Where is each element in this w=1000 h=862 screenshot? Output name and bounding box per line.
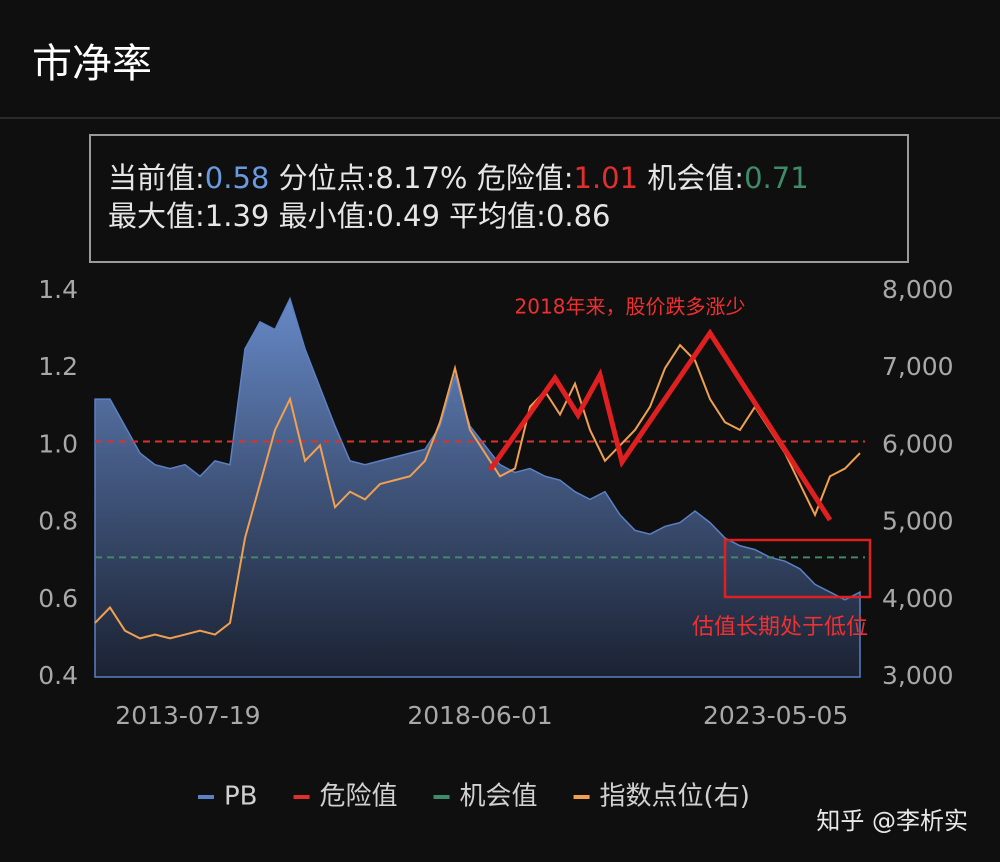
x-tick-label: 2013-07-19: [115, 701, 260, 730]
info-value: 0.49: [375, 199, 440, 233]
info-value: 0.58: [205, 161, 270, 195]
info-label: 当前值:: [108, 161, 205, 195]
y-tick-label: 1.0: [38, 429, 78, 458]
annotation: 2018年来，股价跌多涨少: [515, 295, 746, 319]
legend-label: 机会值: [460, 782, 538, 812]
y2-tick-label: 6,000: [882, 429, 954, 458]
y2-tick-label: 4,000: [882, 584, 954, 613]
y2-tick-label: 8,000: [882, 275, 954, 304]
info-label: 平均值:: [449, 199, 546, 233]
plot: [94, 296, 865, 678]
y-tick-label: 1.2: [38, 352, 78, 381]
x-tick-label: 2018-06-01: [407, 701, 552, 730]
legend-label: 指数点位(右): [600, 782, 750, 812]
info-value: 8.17%: [375, 161, 467, 195]
info-line: 当前值:0.58 分位点:8.17% 危险值:1.01 机会值:0.71: [108, 161, 809, 195]
trend-arrow: [487, 328, 833, 522]
highlight-box: [723, 538, 872, 599]
info-value: 0.86: [546, 199, 611, 233]
annotation: 估值长期处于低位: [692, 615, 868, 640]
info-box: [89, 134, 909, 263]
x-tick-label: 2023-05-05: [703, 701, 848, 730]
y-tick-label: 0.6: [38, 584, 78, 613]
y2-tick-label: 3,000: [882, 661, 954, 690]
index-line: [94, 343, 861, 640]
info-line: 最大值:1.39 最小值:0.49 平均值:0.86: [108, 199, 611, 233]
legend-label: 危险值: [320, 782, 398, 812]
y-tick-label: 1.4: [38, 275, 78, 304]
y-tick-label: 0.8: [38, 507, 78, 536]
info-value: 1.39: [205, 199, 270, 233]
y2-tick-label: 7,000: [882, 352, 954, 381]
y2-tick-label: 5,000: [882, 507, 954, 536]
watermark: 知乎 @李析实: [816, 807, 968, 835]
info-label: 最小值:: [279, 199, 376, 233]
info-value: 1.01: [574, 161, 639, 195]
y-tick-label: 0.4: [38, 661, 78, 690]
info-value: 0.71: [744, 161, 809, 195]
legend-label: PB: [224, 782, 258, 812]
info-label: 最大值:: [108, 199, 205, 233]
info-label: 危险值:: [477, 161, 574, 195]
info-label: 分位点:: [279, 161, 376, 195]
info-label: 机会值:: [647, 161, 744, 195]
chart-title: 市净率: [32, 41, 152, 87]
